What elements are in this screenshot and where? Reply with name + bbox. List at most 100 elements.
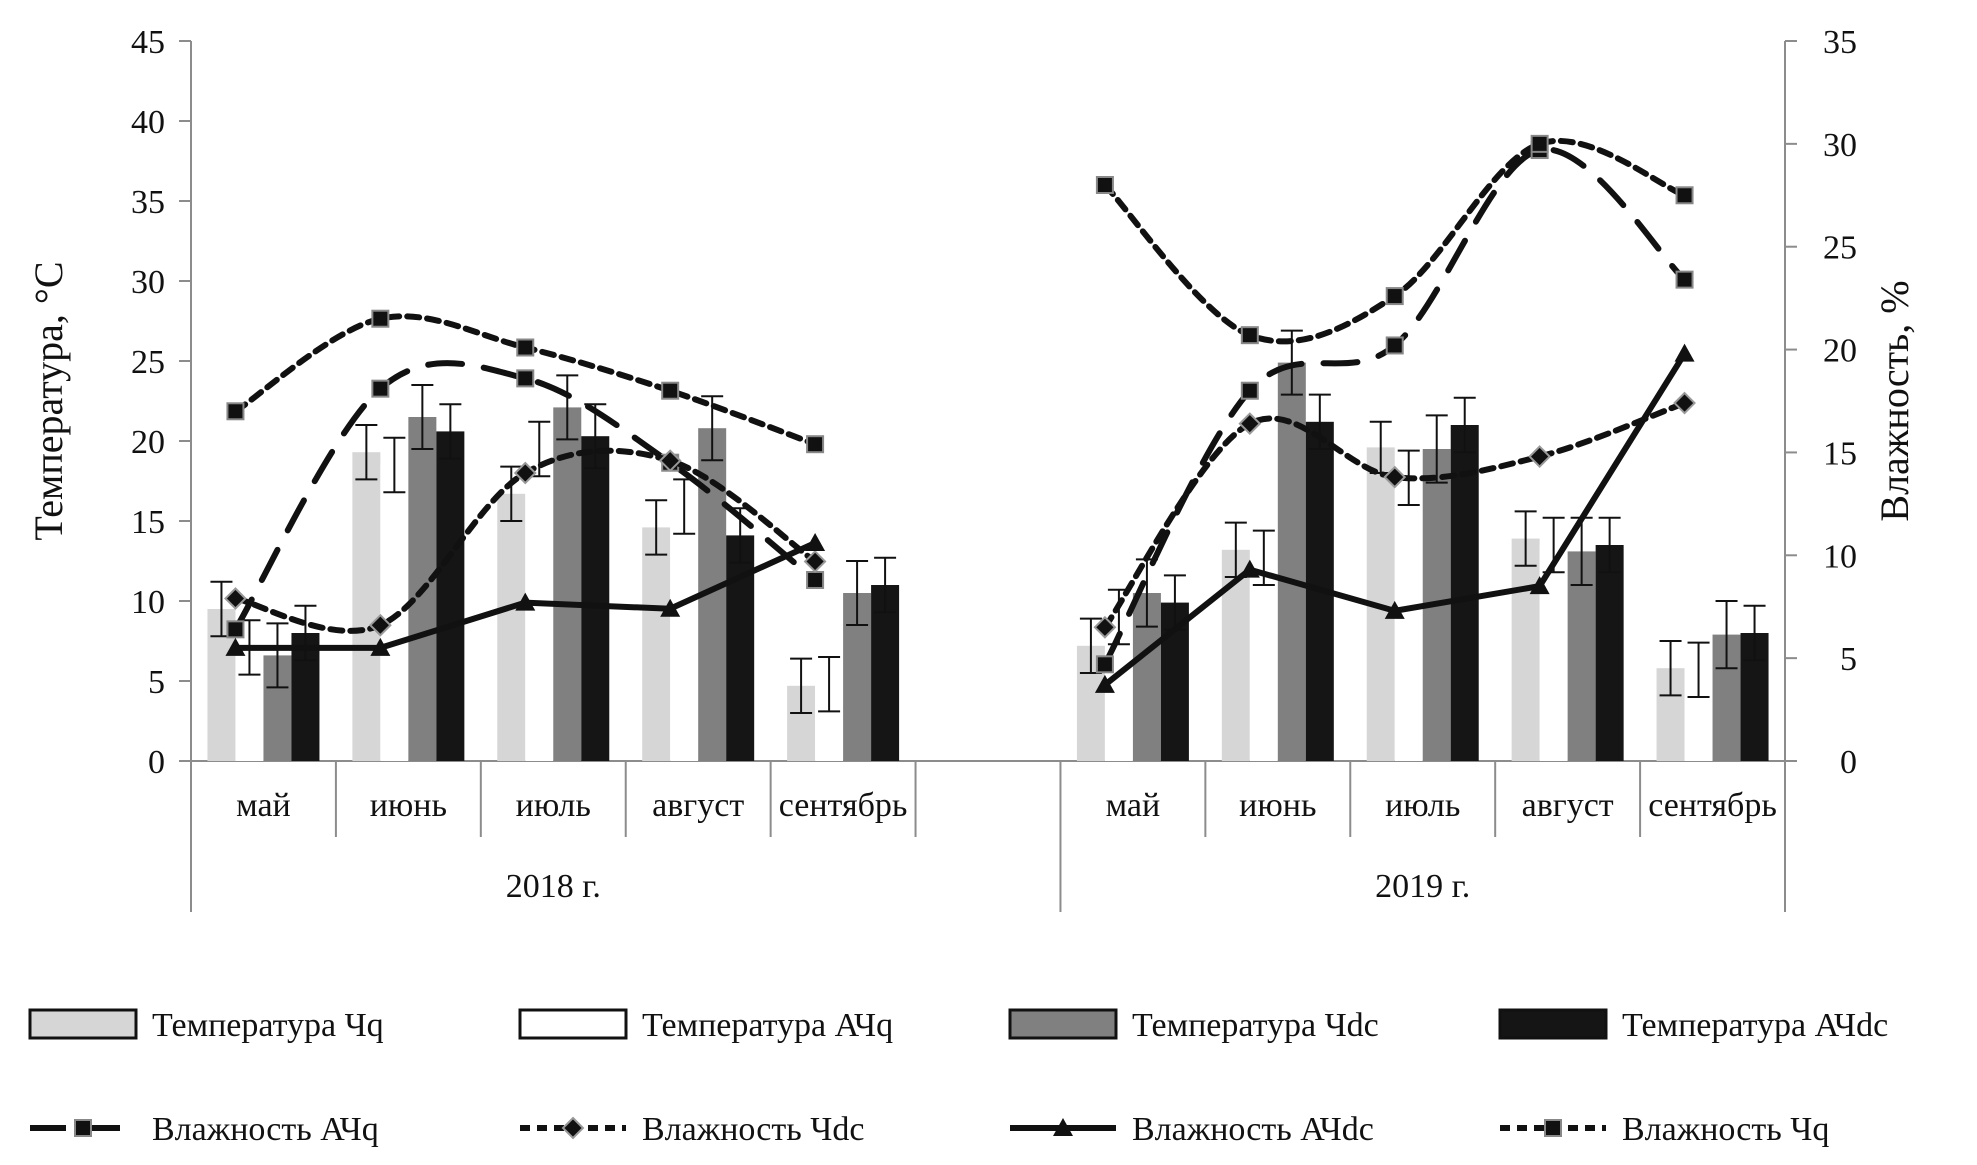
category-label: июль — [1385, 787, 1460, 824]
legend-marker — [1053, 1118, 1073, 1136]
y2-tick-label: 5 — [1840, 641, 1857, 678]
y2-axis-label: Влажность, % — [1872, 280, 1917, 521]
bar — [871, 585, 900, 761]
axes: 0 5 10 15 20 25 30 35 40 45 0 5 10 15 20 25 30 35 май июнь и… — [131, 24, 1857, 912]
bar — [1511, 538, 1540, 761]
line-point — [1529, 576, 1550, 595]
lines — [224, 134, 1696, 693]
y-tick-label: 15 — [131, 504, 165, 541]
bar — [553, 407, 582, 761]
legend-label: Температура Чq — [152, 1007, 384, 1044]
line-series — [1101, 137, 1688, 345]
y2-tick-label: 25 — [1823, 230, 1857, 267]
bar — [1394, 477, 1423, 761]
category-label: июнь — [370, 787, 447, 824]
y-tick-label: 10 — [131, 584, 165, 621]
line-point — [1385, 287, 1404, 306]
legend-label: Влажность Чq — [1622, 1111, 1829, 1148]
legend-label: Влажность АЧq — [152, 1111, 379, 1148]
line-point — [1093, 615, 1117, 639]
group-label: 2019 г. — [1375, 868, 1470, 905]
line-point — [1674, 343, 1695, 362]
legend-swatch — [518, 1008, 628, 1040]
line-point — [370, 637, 391, 656]
line-point — [1528, 445, 1552, 468]
bar — [581, 436, 610, 761]
legend-marker — [561, 1116, 585, 1140]
line-point — [1673, 391, 1696, 415]
line-point — [371, 379, 390, 398]
y-axis-label: Температура, °С — [26, 261, 71, 540]
bar — [352, 452, 381, 761]
line-point — [1384, 600, 1405, 619]
category-label: август — [1522, 787, 1614, 824]
category-label: май — [1106, 787, 1161, 824]
line-point — [805, 532, 826, 551]
legend-label: Влажность Чdc — [642, 1111, 864, 1148]
group-label: 2018 г. — [506, 868, 601, 905]
line-point — [516, 369, 535, 388]
y-tick-label: 30 — [131, 264, 165, 301]
legend-swatch — [1008, 1008, 1118, 1040]
y2-tick-label: 20 — [1823, 333, 1857, 370]
legend-label: Температура АЧq — [642, 1007, 893, 1044]
y-tick-label: 5 — [148, 664, 165, 701]
legend-swatch — [1498, 1008, 1608, 1040]
y2-tick-label: 35 — [1823, 24, 1857, 61]
line-point — [660, 598, 681, 617]
line-point — [658, 449, 682, 473]
bar — [642, 527, 671, 761]
bars — [207, 329, 1769, 761]
category-label: май — [236, 787, 291, 824]
y-tick-label: 45 — [131, 24, 165, 61]
line-point — [803, 550, 827, 573]
category-label: июнь — [1239, 787, 1316, 824]
legend-label: Влажность АЧdc — [1132, 1111, 1374, 1148]
line-point — [224, 587, 247, 610]
line-point — [1383, 465, 1407, 489]
y-tick-label: 35 — [131, 184, 165, 221]
line-point — [515, 592, 536, 611]
line-point — [1385, 336, 1404, 355]
category-label: сентябрь — [1648, 787, 1777, 824]
legend-marker — [1544, 1119, 1562, 1137]
line-point — [1095, 176, 1114, 194]
line-point — [1238, 412, 1262, 436]
line-point — [1095, 655, 1114, 674]
line-point — [513, 461, 537, 485]
y-tick-label: 0 — [148, 744, 165, 781]
category-label: август — [652, 787, 744, 824]
line-point — [1240, 381, 1259, 400]
y-tick-label: 20 — [131, 424, 165, 461]
line-point — [226, 620, 245, 639]
y-tick-label: 40 — [131, 104, 165, 141]
y-tick-label: 25 — [131, 344, 165, 381]
line-point — [225, 637, 246, 656]
line-series — [1101, 400, 1688, 631]
legend: Температура Чq Температура АЧq Температура… — [28, 1007, 1888, 1148]
bar — [1450, 425, 1479, 761]
line-point — [806, 570, 825, 589]
y2-tick-label: 15 — [1823, 435, 1857, 472]
line-point — [661, 381, 680, 400]
bar — [436, 431, 465, 761]
y2-tick-label: 30 — [1823, 127, 1857, 164]
legend-label: Температура Чdc — [1132, 1007, 1379, 1044]
line-point — [516, 338, 535, 357]
bar — [1595, 545, 1624, 761]
line-point — [368, 613, 392, 637]
line-point — [1675, 270, 1694, 289]
line-point — [1239, 559, 1260, 578]
bar — [1567, 551, 1596, 761]
legend-marker — [74, 1119, 92, 1137]
bar — [670, 506, 699, 761]
category-label: июль — [516, 787, 591, 824]
line-point — [806, 435, 825, 454]
line-point — [371, 309, 390, 328]
category-label: сентябрь — [779, 787, 908, 824]
y2-tick-label: 10 — [1823, 538, 1857, 575]
legend-label: Температура АЧdc — [1622, 1007, 1888, 1044]
line-point — [1240, 326, 1259, 345]
bar — [380, 465, 409, 761]
